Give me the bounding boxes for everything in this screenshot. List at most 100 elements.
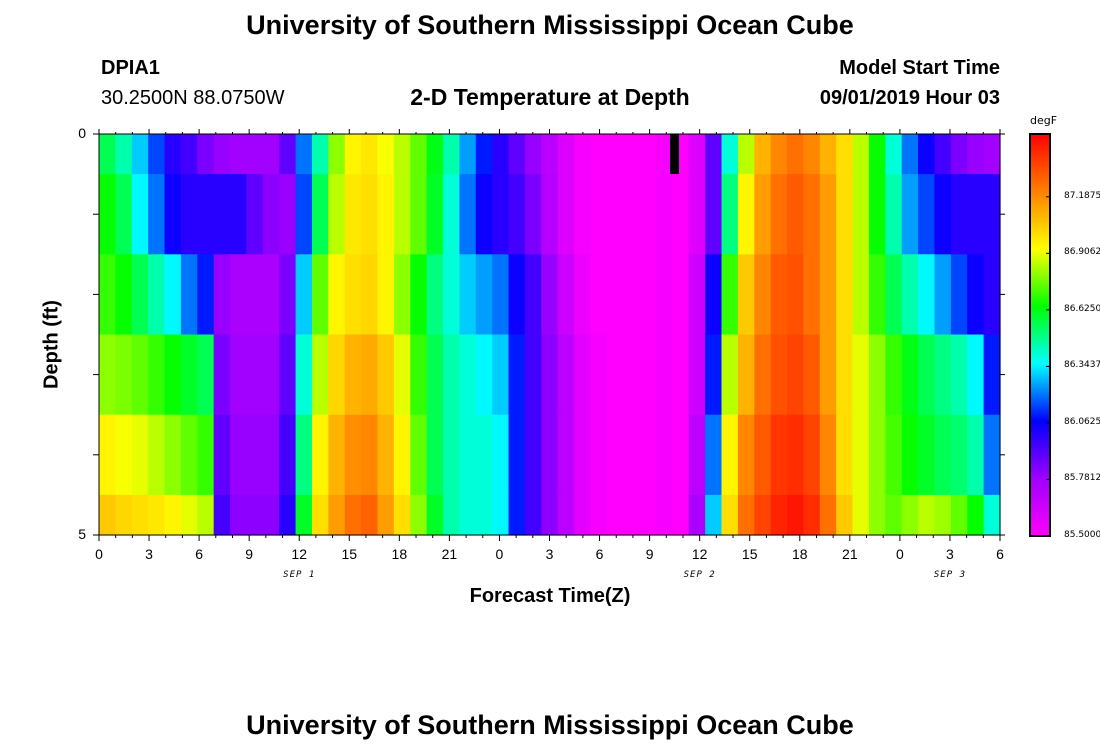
heat-cell [983, 414, 1001, 496]
heat-cell [934, 174, 952, 255]
heat-cell [164, 254, 182, 336]
heat-cell [524, 254, 542, 336]
heat-cell [590, 134, 608, 175]
heat-cell [803, 134, 821, 175]
heat-cell [688, 334, 706, 416]
heat-cell [950, 254, 968, 336]
heat-cell [918, 254, 936, 336]
heat-cell [852, 254, 870, 336]
x-tick-label: 21 [441, 546, 458, 562]
heat-cell [819, 414, 837, 496]
heat-cell [508, 494, 526, 536]
heat-cell [672, 414, 690, 496]
heat-cell [115, 414, 133, 496]
x-tick-label: 9 [645, 546, 654, 562]
heat-cell [836, 494, 854, 536]
heat-cell [426, 494, 444, 536]
heat-cell [213, 134, 231, 175]
heat-cell [574, 494, 592, 536]
heat-cell [262, 494, 280, 536]
heat-cell [819, 334, 837, 416]
heat-cell [819, 134, 837, 175]
colorbar-label: 85.7812 [1064, 473, 1100, 484]
heat-cell [295, 334, 313, 416]
heat-cell [279, 494, 297, 536]
heat-cell [164, 134, 182, 175]
heat-cell [508, 254, 526, 336]
heat-cell [524, 134, 542, 175]
heat-cell [311, 174, 329, 255]
x-tick-label: 0 [895, 546, 904, 562]
heat-cell [688, 414, 706, 496]
heat-cell [99, 414, 116, 496]
heat-cell [279, 174, 297, 255]
heat-cell [279, 254, 297, 336]
heat-cell [983, 334, 1001, 416]
heat-cell [754, 254, 772, 336]
heat-cell [148, 414, 166, 496]
heat-cell [737, 134, 755, 175]
heat-cell [197, 174, 215, 255]
heat-cell [361, 414, 379, 496]
heat-cell [361, 134, 379, 175]
heat-cell [410, 174, 428, 255]
heat-cell [557, 334, 575, 416]
heat-cell [197, 494, 215, 536]
x-tick-label: 3 [145, 546, 153, 562]
heat-cell [328, 414, 346, 496]
colorbar-label: 86.9062 [1064, 247, 1100, 258]
heat-cell [361, 334, 379, 416]
heat-cell [606, 254, 624, 336]
heat-cell [311, 334, 329, 416]
heat-cell [475, 254, 493, 336]
heat-cell [180, 414, 198, 496]
heat-cell [819, 254, 837, 336]
heat-cell [246, 334, 264, 416]
heat-cell [770, 414, 788, 496]
heat-cell [361, 494, 379, 536]
heat-cell [901, 494, 919, 536]
heat-cell [459, 134, 477, 175]
heat-cell [410, 254, 428, 336]
colorbar-gradient [1029, 133, 1051, 537]
heat-cell [377, 174, 395, 255]
heat-cell [148, 254, 166, 336]
heat-cell [131, 414, 149, 496]
colorbar-label: 86.6250 [1064, 303, 1100, 314]
heat-cell [164, 174, 182, 255]
heat-cell [475, 174, 493, 255]
y-tick-label: 0 [78, 125, 86, 141]
heat-cell [557, 134, 575, 175]
heat-cell [721, 494, 739, 536]
heat-cell [819, 494, 837, 536]
heat-cell [852, 174, 870, 255]
heat-cell [393, 174, 411, 255]
heat-cell [918, 134, 936, 175]
heat-cell [328, 174, 346, 255]
heat-cell [836, 134, 854, 175]
heat-cell [770, 174, 788, 255]
date-label: SEP 2 [683, 570, 716, 580]
heat-cell [295, 174, 313, 255]
heat-cell [803, 414, 821, 496]
heat-cell [803, 334, 821, 416]
heat-cell [967, 254, 985, 336]
heat-cell [967, 334, 985, 416]
heat-cell [508, 334, 526, 416]
heat-cell [426, 134, 444, 175]
heat-cell [705, 254, 723, 336]
heat-cell [99, 134, 116, 175]
x-tick-label: 15 [741, 546, 758, 562]
heat-cell [557, 494, 575, 536]
heat-cell [459, 414, 477, 496]
heat-cell [918, 334, 936, 416]
heat-cell [377, 494, 395, 536]
heat-cell [131, 174, 149, 255]
heat-cell [295, 254, 313, 336]
heat-cell [410, 414, 428, 496]
plot-title: 2-D Temperature at Depth [410, 84, 690, 110]
heat-cell [852, 414, 870, 496]
heat-cell [885, 414, 903, 496]
heat-cell [934, 254, 952, 336]
heat-cell [230, 334, 248, 416]
